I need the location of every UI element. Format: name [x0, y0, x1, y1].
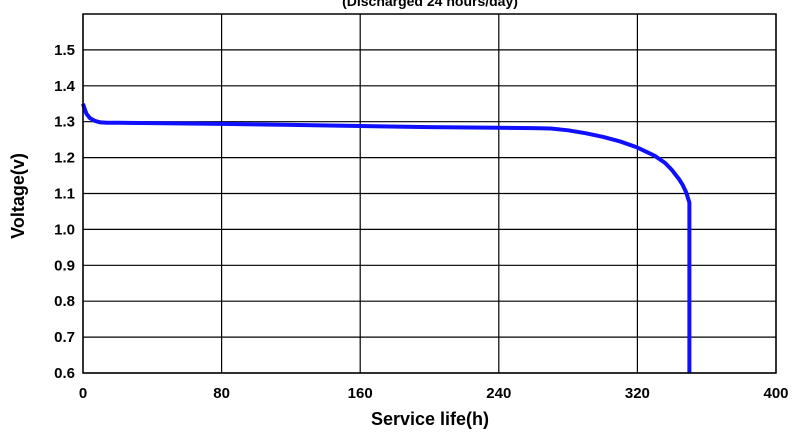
- series-layer: [81, 103, 692, 374]
- discharge-curve-point: [687, 196, 689, 198]
- x-tick-label: 320: [625, 385, 650, 402]
- discharge-curve-point: [619, 140, 621, 142]
- discharge-curve-point: [359, 125, 361, 127]
- discharge-curve-line: [81, 103, 692, 373]
- discharge-curve-point: [532, 127, 534, 129]
- discharge-curve-point: [688, 201, 690, 203]
- chart-title: (Discharged 24 hours/day): [342, 0, 518, 9]
- y-tick-label: 1.2: [54, 150, 75, 167]
- discharge-curve-point: [685, 191, 687, 193]
- grid-layer: [82, 14, 777, 374]
- discharge-curve-point: [664, 162, 666, 164]
- discharge-curve-point: [117, 122, 119, 124]
- x-tick-label: 0: [79, 385, 87, 402]
- y-tick-label: 1.0: [54, 221, 75, 238]
- y-tick-label: 1.1: [54, 186, 75, 203]
- plot-area-frame: [82, 13, 777, 374]
- tick-labels: 0 80 160 240 320 400 0.6 0.7 0.8 0.9 1.0 1.1 1.2 1.3 1…: [54, 42, 788, 402]
- y-tick-label: 1.5: [54, 42, 75, 59]
- x-tick-label: 400: [763, 385, 788, 402]
- discharge-curve-point: [654, 155, 656, 157]
- discharge-curve-point: [89, 117, 91, 119]
- y-tick-label: 0.9: [54, 257, 75, 274]
- discharge-curve-point: [151, 122, 153, 124]
- discharge-curve-point: [94, 120, 96, 122]
- y-tick-label: 1.4: [54, 78, 76, 95]
- discharge-curve-point: [498, 127, 500, 129]
- discharge-curve-point: [636, 147, 638, 149]
- discharge-curve-point: [290, 124, 292, 126]
- x-axis-title: Service life(h): [371, 409, 489, 429]
- discharge-curve-point: [681, 184, 683, 186]
- discharge-curve-point: [678, 178, 680, 180]
- discharge-curve-point: [84, 108, 86, 110]
- y-tick-label: 0.6: [54, 365, 75, 382]
- y-tick-label: 0.8: [54, 293, 75, 310]
- discharge-curve-point: [429, 126, 430, 128]
- y-tick-label: 1.3: [54, 114, 75, 131]
- y-tick-label: 0.7: [54, 329, 75, 346]
- discharge-curve-point: [85, 113, 87, 115]
- discharge-curve-point: [688, 300, 690, 302]
- discharge-curve-point: [671, 169, 673, 171]
- x-tick-label: 80: [213, 385, 230, 402]
- discharge-curve-point: [221, 123, 223, 125]
- x-tick-label: 240: [486, 385, 511, 402]
- discharge-curve-point: [99, 121, 101, 123]
- discharge-curve-point: [550, 128, 552, 130]
- discharge-curve-point: [584, 132, 586, 134]
- y-axis-title: Voltage(v): [8, 153, 28, 239]
- discharge-curve-point: [602, 136, 604, 138]
- discharge-curve-point: [106, 122, 108, 124]
- discharge-curve-point: [567, 129, 569, 131]
- x-tick-label: 160: [348, 385, 373, 402]
